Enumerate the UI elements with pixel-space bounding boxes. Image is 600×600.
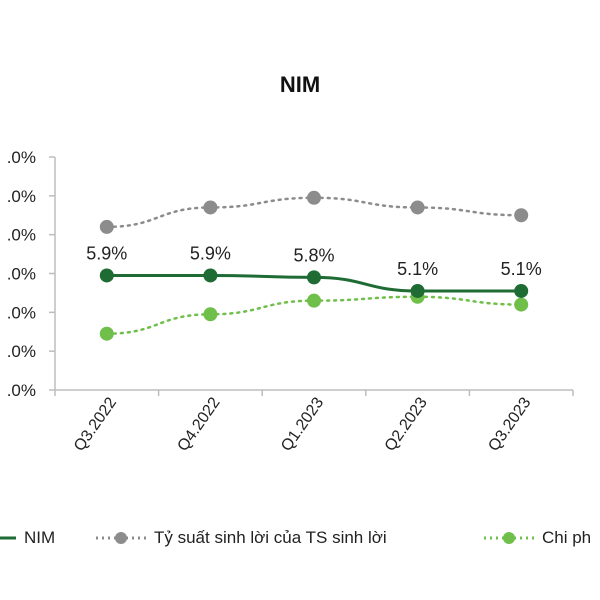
legend-swatch-ty-suat (96, 532, 146, 544)
data-point (307, 293, 321, 308)
x-tick-label: Q4.2022 (175, 394, 224, 454)
data-point (99, 219, 114, 234)
x-tick-label: Q3.2023 (485, 394, 534, 454)
data-label: 5.1% (397, 259, 438, 279)
data-label: 5.1% (501, 259, 542, 279)
data-point (203, 200, 218, 215)
data-label: 5.9% (86, 243, 127, 263)
data-point (514, 208, 529, 223)
data-point (410, 200, 425, 215)
x-tick-label: Q1.2023 (278, 394, 327, 454)
data-label: 5.8% (293, 245, 334, 265)
y-tick-label: .0% (7, 342, 36, 361)
chart-title: NIM (279, 72, 321, 97)
legend-label: Tỷ suất sinh lời của TS sinh lời (154, 528, 387, 547)
legend-label: NIM (24, 528, 56, 547)
legend-swatch-nim (0, 536, 16, 540)
x-tick-label: Q3.2022 (71, 394, 120, 454)
y-tick-label: .0% (7, 226, 36, 245)
data-point (307, 270, 321, 285)
y-tick-label: .0% (7, 381, 36, 400)
x-tick-label: Q2.2023 (382, 394, 431, 454)
data-point (514, 283, 529, 298)
legend-swatch-chi-phi (484, 532, 534, 544)
y-tick-label: .0% (7, 265, 36, 284)
data-point (410, 283, 425, 298)
legend-item-chi-phi: Chi ph (484, 524, 591, 552)
y-tick-label: .0% (7, 148, 36, 167)
data-point (203, 307, 218, 322)
data-point (99, 268, 114, 283)
data-label: 5.9% (190, 243, 231, 263)
data-point (514, 297, 529, 312)
data-point (307, 190, 321, 205)
legend-item-ty-suat: Tỷ suất sinh lời của TS sinh lời (96, 524, 387, 552)
y-tick-label: .0% (7, 303, 36, 322)
chart-legend: NIM Tỷ suất sinh lời của TS sinh lời Chi… (0, 524, 600, 552)
legend-label: Chi ph (542, 528, 592, 547)
data-point (99, 326, 114, 341)
y-tick-label: .0% (7, 187, 36, 206)
legend-item-nim: NIM (0, 524, 55, 552)
data-point (203, 268, 218, 283)
